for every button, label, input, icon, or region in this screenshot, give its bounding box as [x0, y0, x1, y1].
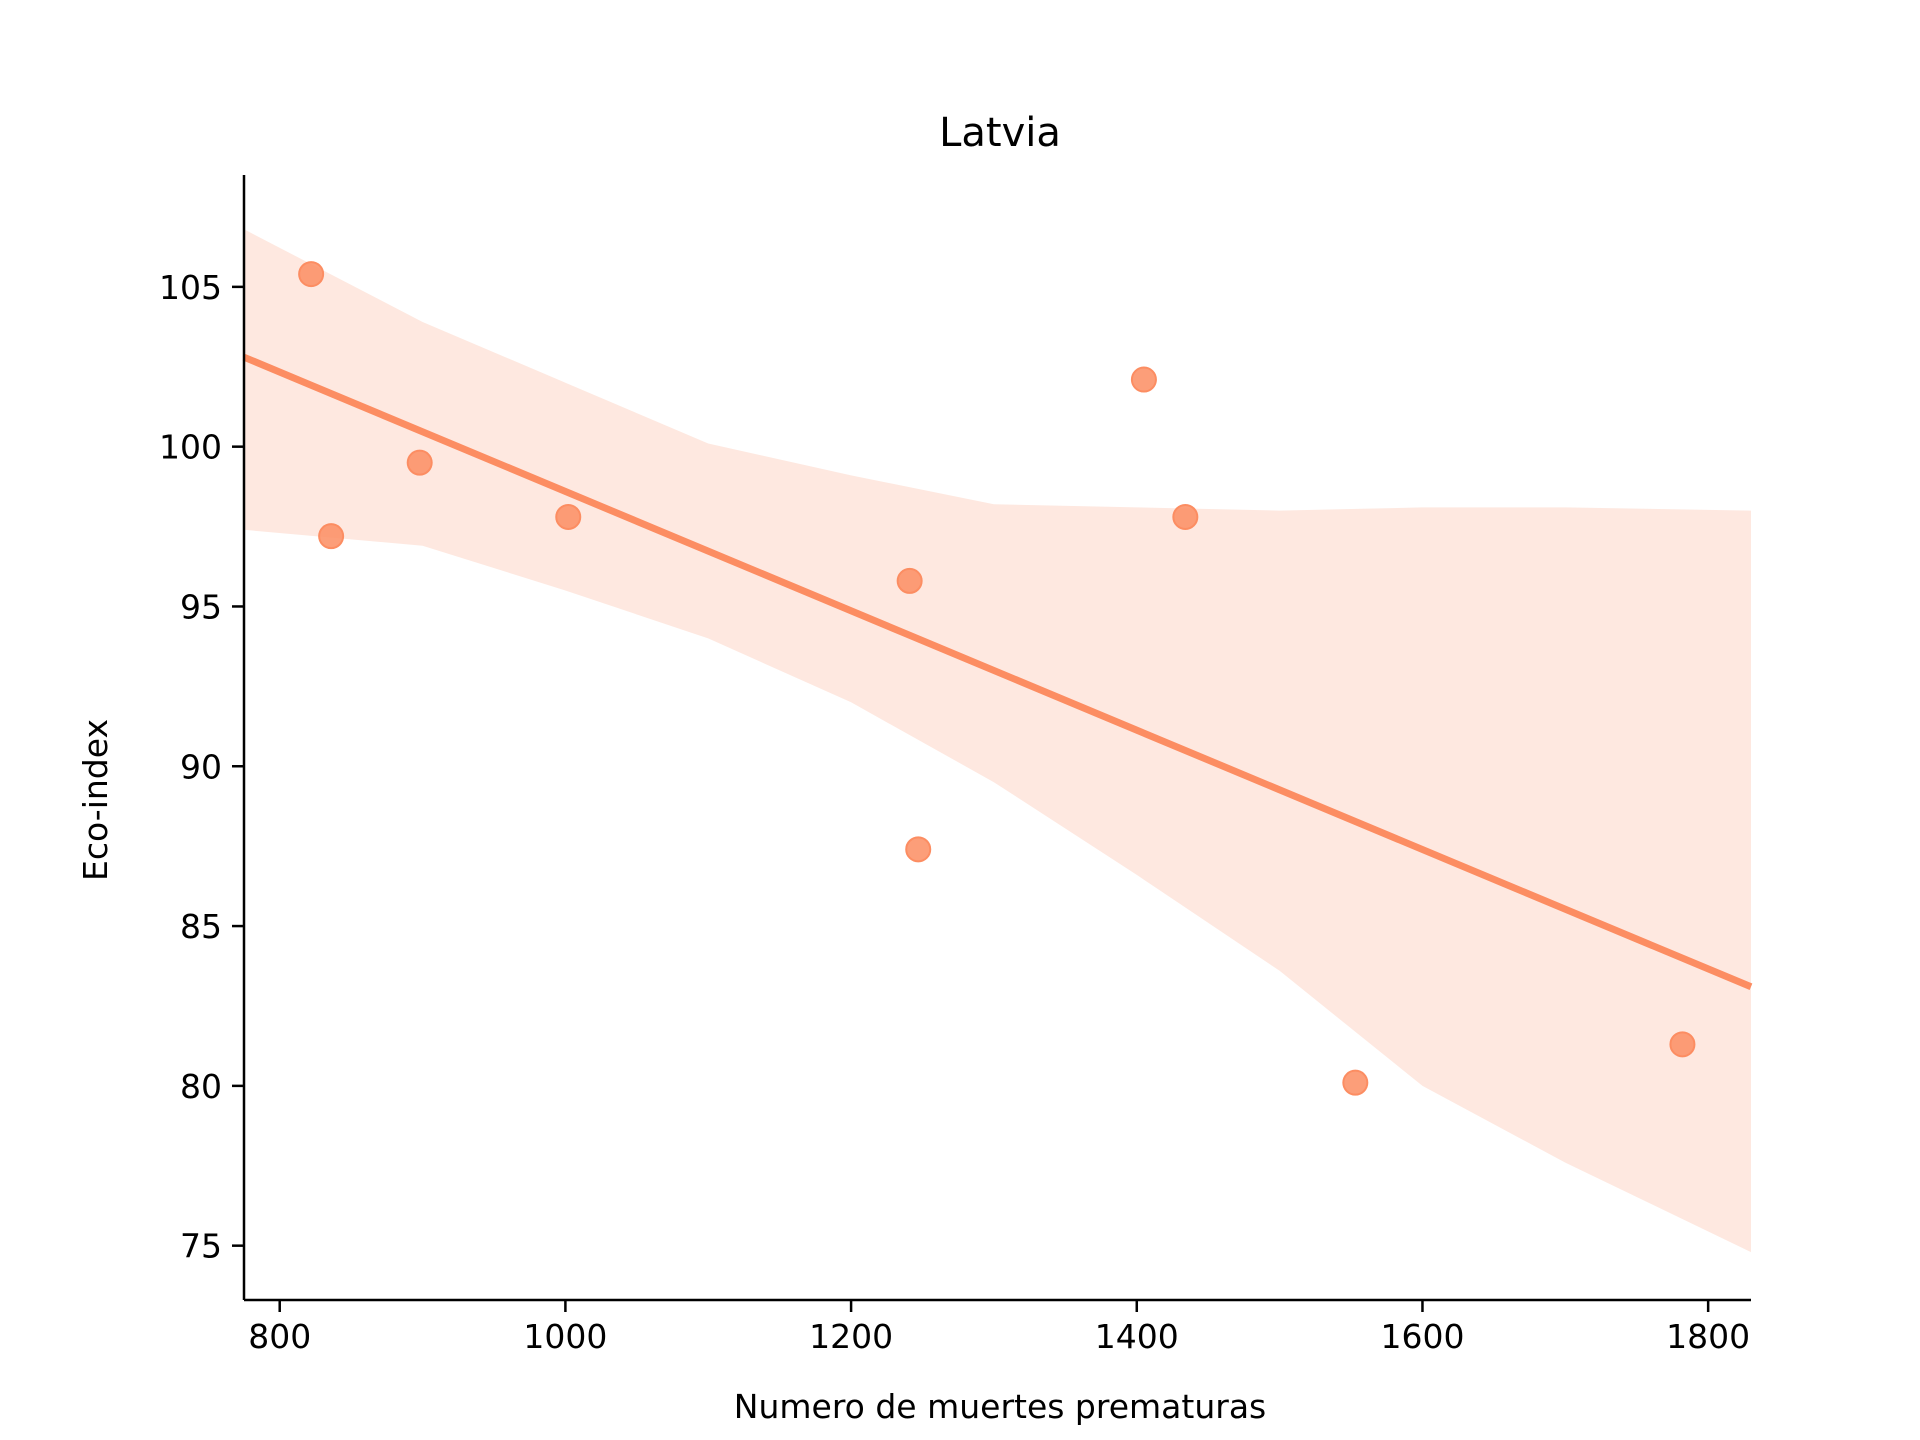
- y-tick-label-85: 85: [180, 907, 222, 946]
- y-tick-label-105: 105: [159, 268, 222, 307]
- y-tick-label-75: 75: [180, 1227, 222, 1266]
- x-tick-label-1800: 1800: [1666, 1317, 1750, 1356]
- regression-line-layer: [242, 353, 1753, 991]
- x-tick-label-1600: 1600: [1380, 1317, 1464, 1356]
- axes-layer: 800 1000 1200 1400 1600 1800 75 80 85 90 95 100 105: [159, 175, 1751, 1356]
- data-point-4: [555, 503, 582, 530]
- x-axis-title: Numero de muertes prematuras: [734, 1387, 1266, 1426]
- data-point-6: [905, 836, 932, 863]
- data-points-layer: [298, 261, 1696, 1096]
- chart-title: Latvia: [939, 110, 1061, 156]
- y-axis-title: Eco-index: [76, 719, 115, 881]
- x-tick-label-1400: 1400: [1095, 1317, 1179, 1356]
- data-point-5: [896, 567, 923, 594]
- x-tick-label-800: 800: [248, 1317, 311, 1356]
- data-point-9: [1342, 1069, 1369, 1096]
- data-point-7: [1130, 366, 1157, 393]
- x-tick-label-1000: 1000: [523, 1317, 607, 1356]
- y-tick-label-90: 90: [180, 747, 222, 786]
- x-tick-label-1200: 1200: [809, 1317, 893, 1356]
- y-tick-label-100: 100: [159, 428, 222, 467]
- data-point-10: [1669, 1031, 1696, 1058]
- regression-line: [242, 353, 1753, 991]
- y-tick-label-95: 95: [180, 587, 222, 626]
- data-point-2: [318, 523, 345, 550]
- confidence-band: [244, 229, 1751, 1253]
- data-point-8: [1172, 503, 1199, 530]
- y-tick-label-80: 80: [180, 1067, 222, 1106]
- data-point-3: [406, 449, 433, 476]
- data-point-1: [298, 261, 325, 288]
- confidence-band-layer: [244, 229, 1751, 1253]
